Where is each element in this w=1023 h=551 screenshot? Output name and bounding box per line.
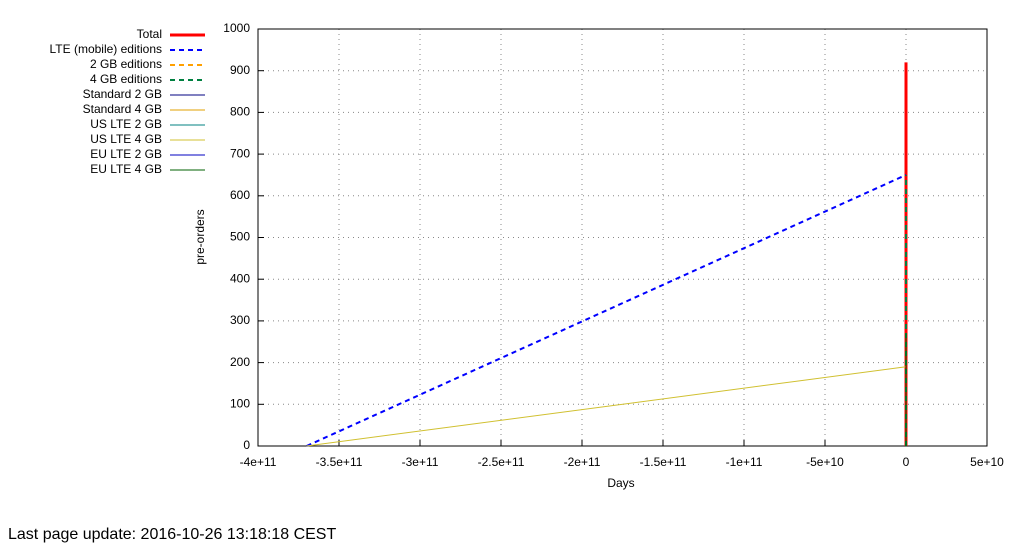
- y-tick-label: 200: [230, 355, 250, 369]
- legend-label: US LTE 4 GB: [90, 132, 162, 146]
- x-tick-label: -1e+11: [726, 455, 763, 469]
- data-line: [306, 366, 907, 447]
- legend-label: LTE (mobile) editions: [50, 42, 163, 56]
- x-tick-label: -4e+11: [240, 455, 277, 469]
- y-tick-label: 100: [230, 396, 250, 410]
- legend-label: Total: [137, 27, 162, 41]
- data-line: [306, 174, 907, 447]
- y-tick-label: 600: [230, 188, 250, 202]
- x-tick-label: -2.5e+11: [478, 455, 525, 469]
- legend-label: 4 GB editions: [90, 72, 162, 86]
- y-tick-label: 1000: [223, 21, 250, 35]
- x-tick-label: 0: [903, 455, 910, 469]
- footer: Last page update: 2016-10-26 13:18:18 CE…: [8, 526, 337, 543]
- x-tick-label: -5e+10: [806, 455, 844, 469]
- y-tick-label: 400: [230, 271, 250, 285]
- y-tick-label: 0: [243, 438, 250, 452]
- chart: Days pre-orders 0 100 200 300 400 500 600 700 80…: [50, 21, 1005, 490]
- x-tick-label: -1.5e+11: [640, 455, 687, 469]
- legend-label: EU LTE 2 GB: [90, 147, 162, 161]
- y-tick-label: 900: [230, 63, 250, 77]
- x-axis-label: Days: [607, 476, 634, 490]
- y-tick-label: 700: [230, 146, 250, 160]
- x-tick-label: -2e+11: [564, 455, 601, 469]
- y-tick-label: 800: [230, 105, 250, 119]
- y-tick-label: 300: [230, 313, 250, 327]
- x-tick-label: 5e+10: [970, 455, 1004, 469]
- y-tick-label: 500: [230, 230, 250, 244]
- plot-border: [257, 28, 988, 447]
- legend-label: US LTE 2 GB: [90, 117, 162, 131]
- y-axis-label: pre-orders: [193, 209, 207, 264]
- x-tick-label: -3.5e+11: [316, 455, 363, 469]
- legend-label: Standard 2 GB: [83, 87, 162, 101]
- x-tick-label: -3e+11: [402, 455, 439, 469]
- legend-label: Standard 4 GB: [83, 102, 162, 116]
- legend-label: EU LTE 4 GB: [90, 162, 162, 176]
- legend-label: 2 GB editions: [90, 57, 162, 71]
